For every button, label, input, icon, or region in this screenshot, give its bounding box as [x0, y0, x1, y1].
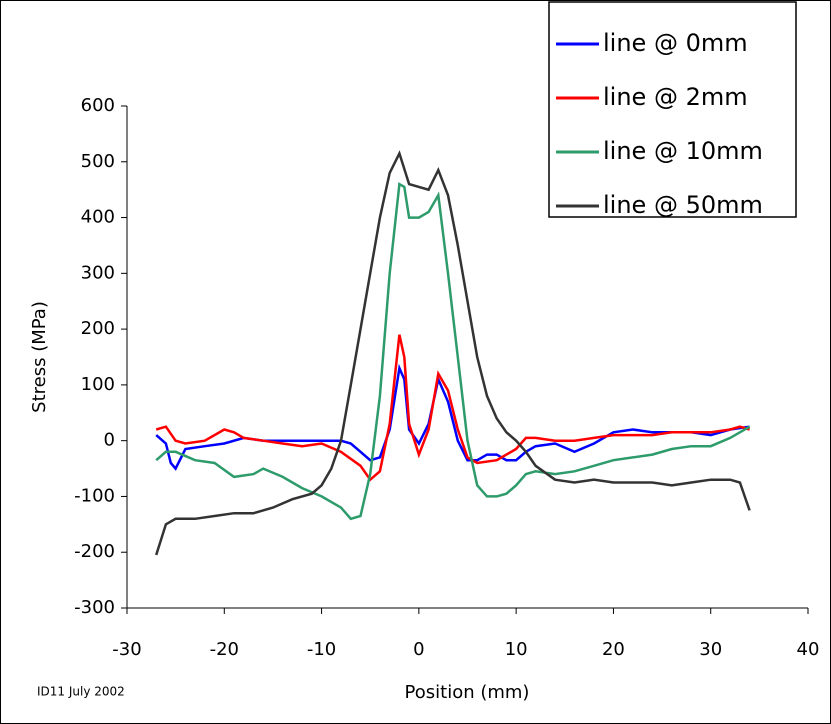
x-tick-label: 20 — [602, 639, 625, 660]
y-tick-label: -200 — [74, 541, 115, 562]
y-tick-label: 500 — [81, 151, 115, 172]
series-line — [155, 334, 750, 482]
x-axis-label: Position (mm) — [405, 682, 530, 703]
x-tick-label: 30 — [699, 639, 722, 660]
y-axis-label: Stress (MPa) — [29, 301, 50, 413]
legend-box — [548, 1, 797, 218]
legend-label: line @ 2mm — [603, 83, 748, 111]
x-tick-label: -30 — [112, 639, 141, 660]
legend-label: line @ 0mm — [603, 29, 748, 57]
legend-label: line @ 50mm — [603, 191, 763, 219]
annotation: ID11 July 2002 — [37, 685, 125, 699]
x-tick-label: 0 — [413, 639, 424, 660]
y-tick-label: 200 — [81, 318, 115, 339]
series-line — [155, 150, 751, 556]
x-tick-label: 10 — [505, 639, 528, 660]
legend-label: line @ 10mm — [603, 137, 763, 165]
y-tick-label: 300 — [81, 262, 115, 283]
y-tick-label: 0 — [104, 430, 115, 451]
y-tick-label: 400 — [81, 207, 115, 228]
y-tick-label: 600 — [81, 95, 115, 116]
y-tick-label: -300 — [74, 597, 115, 618]
x-tick-label: 40 — [797, 639, 820, 660]
y-tick-label: 100 — [81, 374, 115, 395]
y-tick-label: -100 — [74, 485, 115, 506]
x-tick-label: -10 — [307, 639, 336, 660]
series-line — [155, 182, 751, 521]
x-tick-label: -20 — [210, 639, 239, 660]
